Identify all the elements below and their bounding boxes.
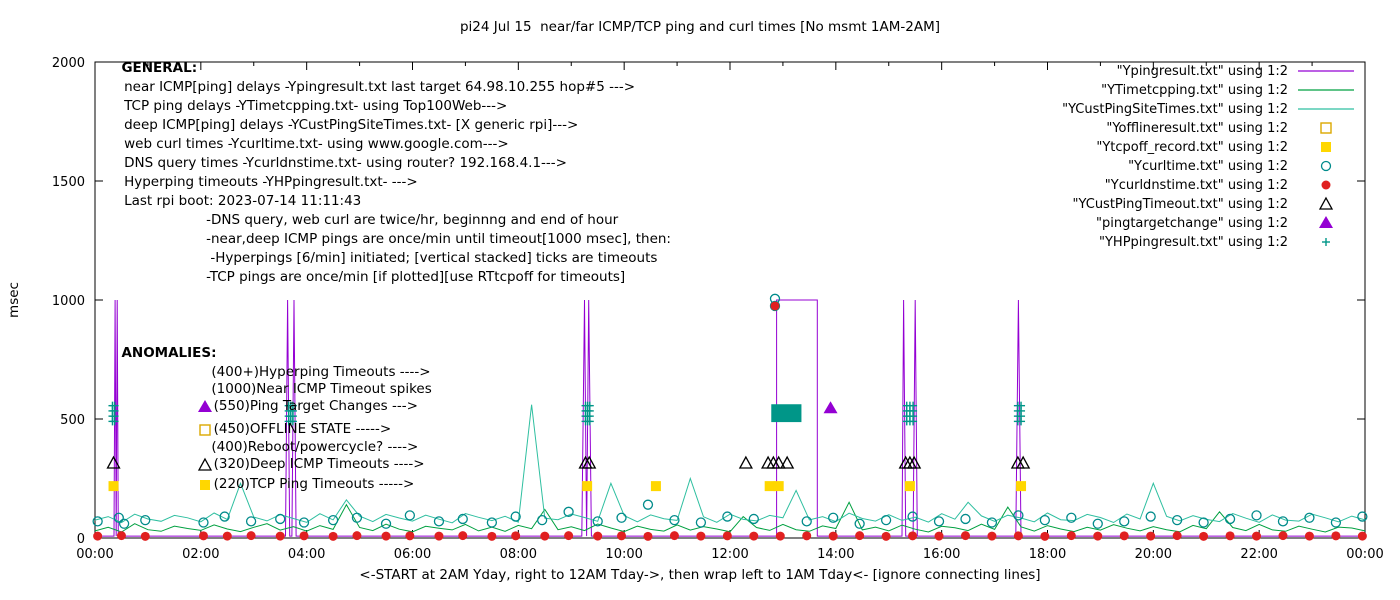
annotation-text: -Hyperpings [6/min] initiated; [vertical… bbox=[210, 250, 658, 267]
annotation-text: GENERAL: bbox=[121, 59, 198, 76]
annotation-line: Last rpi boot: 2023-07-14 11:11:43 bbox=[124, 193, 361, 210]
legend-entry-label: "YCustPingTimeout.txt" using 1:2 bbox=[1073, 197, 1288, 212]
x-tick-label: 14:00 bbox=[817, 547, 854, 562]
annotation-line: -TCP pings are once/min [if plotted][use… bbox=[206, 269, 625, 286]
annotation-line: deep ICMP[ping] delays -YCustPingSiteTim… bbox=[124, 117, 578, 134]
annotation-text: (450)OFFLINE STATE -----> bbox=[213, 421, 392, 438]
x-tick-label: 20:00 bbox=[1135, 547, 1172, 562]
annotation-text: (1000)Near ICMP Timeout spikes bbox=[211, 380, 432, 397]
annotation-text: -near,deep ICMP pings are once/min until… bbox=[206, 231, 671, 248]
chart-title: pi24 Jul 15 near/far ICMP/TCP ping and c… bbox=[459, 19, 941, 35]
annotation-line: web curl times -Ycurltime.txt- using www… bbox=[124, 136, 509, 153]
x-axis-label: <-START at 2AM Yday, right to 12AM Tday-… bbox=[359, 567, 1041, 583]
annotation-line: (400+)Hyperping Timeouts ----> bbox=[211, 364, 430, 381]
legend-entry-label: "pingtargetchange" using 1:2 bbox=[1096, 216, 1288, 231]
x-tick-label: 00:00 bbox=[1346, 547, 1383, 562]
x-tick-label: 18:00 bbox=[1029, 547, 1066, 562]
annotation-line: -Hyperpings [6/min] initiated; [vertical… bbox=[210, 250, 657, 267]
annotation-line: TCP ping delays -YTimetcpping.txt- using… bbox=[124, 98, 507, 115]
annotation-text: (220)TCP Ping Timeouts -----> bbox=[213, 476, 415, 493]
series-yhppingresult bbox=[108, 401, 1026, 426]
y-tick-label: 500 bbox=[60, 413, 85, 428]
y-axis-label: msec bbox=[6, 282, 22, 318]
x-tick-label: 00:00 bbox=[76, 547, 113, 562]
annotation-line: (550)Ping Target Changes ---> bbox=[197, 398, 418, 415]
x-tick-label: 08:00 bbox=[500, 547, 537, 562]
x-tick-label: 16:00 bbox=[923, 547, 960, 562]
annotation-text: deep ICMP[ping] delays -YCustPingSiteTim… bbox=[124, 116, 579, 133]
legend-entry-label: "YTimetcpping.txt" using 1:2 bbox=[1101, 83, 1288, 98]
triangle-open-icon bbox=[197, 458, 212, 472]
annotation-line: (450)OFFLINE STATE -----> bbox=[197, 421, 392, 438]
annotation-text: (550)Ping Target Changes ---> bbox=[213, 398, 418, 415]
legend-entry-label: "Ycurltime.txt" using 1:2 bbox=[1128, 159, 1288, 174]
annotation-text: Hyperping timeouts -YHPpingresult.txt- -… bbox=[124, 173, 418, 190]
x-tick-label: 22:00 bbox=[1240, 547, 1277, 562]
triangle-filled-icon bbox=[197, 400, 212, 413]
legend-entry-label: "Yofflineresult.txt" using 1:2 bbox=[1106, 121, 1288, 136]
annotation-text: near ICMP[ping] delays -Ypingresult.txt … bbox=[124, 78, 636, 95]
series-ytcpoff_record bbox=[108, 481, 1027, 492]
x-tick-label: 10:00 bbox=[605, 547, 642, 562]
annotation-line: -DNS query, web curl are twice/hr, begin… bbox=[206, 212, 618, 229]
annotation-text: DNS query times -Ycurldnstime.txt- using… bbox=[124, 154, 567, 171]
annotation-line: (320)Deep ICMP Timeouts ----> bbox=[197, 456, 425, 473]
annotation-text: (400)Reboot/powercycle? ----> bbox=[211, 438, 419, 455]
legend: "Ypingresult.txt" using 1:2 "YTimetcpping… bbox=[1062, 64, 1354, 250]
annotation-text: TCP ping delays -YTimetcpping.txt- using… bbox=[124, 97, 508, 114]
series-pingtargetchange bbox=[823, 401, 838, 414]
annotation-text: (400+)Hyperping Timeouts ----> bbox=[211, 364, 431, 381]
annotation-text: ANOMALIES: bbox=[121, 345, 217, 362]
x-tick-label: 02:00 bbox=[182, 547, 219, 562]
annotation-text: Last rpi boot: 2023-07-14 11:11:43 bbox=[124, 192, 362, 209]
series-ycurltime bbox=[92, 293, 1368, 529]
annotation-line: (220)TCP Ping Timeouts -----> bbox=[197, 476, 415, 493]
series-ytimetcpping bbox=[94, 501, 1366, 533]
series-ycustpingtimeout bbox=[106, 455, 1031, 469]
legend-entry-label: "YCustPingSiteTimes.txt" using 1:2 bbox=[1062, 102, 1288, 117]
annotation-line: Hyperping timeouts -YHPpingresult.txt- -… bbox=[124, 174, 418, 191]
annotation-line: (400)Reboot/powercycle? ----> bbox=[211, 439, 418, 456]
square-filled-icon bbox=[199, 480, 210, 491]
annotation-text: (320)Deep ICMP Timeouts ----> bbox=[213, 456, 425, 473]
square-open-icon bbox=[198, 424, 211, 437]
legend-entry-label: "YHPpingresult.txt" using 1:2 bbox=[1099, 235, 1288, 250]
annotation-text: -TCP pings are once/min [if plotted][use… bbox=[206, 269, 626, 286]
x-tick-label: 06:00 bbox=[394, 547, 431, 562]
annotation-header: GENERAL: bbox=[121, 60, 197, 77]
x-tick-label: 04:00 bbox=[288, 547, 325, 562]
y-tick-label: 1000 bbox=[52, 294, 85, 309]
annotation-line: (1000)Near ICMP Timeout spikes bbox=[211, 381, 431, 398]
y-tick-label: 2000 bbox=[52, 56, 85, 71]
annotation-text: -DNS query, web curl are twice/hr, begin… bbox=[206, 211, 619, 228]
legend-entry-label: "Ypingresult.txt" using 1:2 bbox=[1117, 64, 1288, 79]
annotation-line: DNS query times -Ycurldnstime.txt- using… bbox=[124, 155, 567, 172]
annotation-line: near ICMP[ping] delays -Ypingresult.txt … bbox=[124, 79, 635, 96]
y-tick-label: 0 bbox=[77, 532, 85, 547]
legend-entry-label: "Ycurldnstime.txt" using 1:2 bbox=[1105, 178, 1288, 193]
series-ycustpingsitetimes bbox=[94, 404, 1366, 524]
series-ycurldnstime bbox=[93, 301, 1367, 541]
legend-entry-label: "Ytcpoff_record.txt" using 1:2 bbox=[1096, 140, 1288, 155]
annotation-text: web curl times -Ycurltime.txt- using www… bbox=[124, 135, 509, 152]
y-tick-label: 1500 bbox=[52, 175, 85, 190]
x-tick-label: 12:00 bbox=[711, 547, 748, 562]
annotation-line: -near,deep ICMP pings are once/min until… bbox=[206, 231, 671, 248]
annotation-header: ANOMALIES: bbox=[121, 345, 216, 362]
series-ypingresult bbox=[95, 299, 1365, 537]
